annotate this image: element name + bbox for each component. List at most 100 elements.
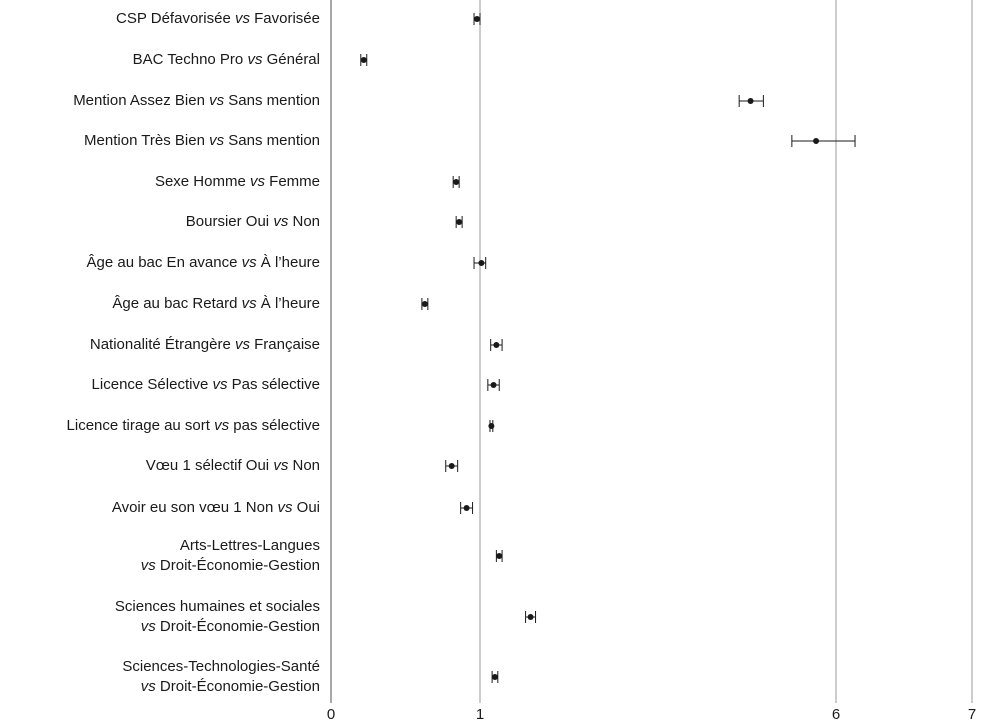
category-label-line: Vœu 1 sélectif Oui vs Non	[146, 456, 320, 476]
ci-row	[460, 502, 474, 514]
category-label-line: Sciences humaines et sociales	[115, 597, 320, 617]
label-part-post: Pas sélective	[227, 376, 320, 393]
ci-row	[445, 460, 459, 472]
ci-row	[455, 216, 463, 228]
category-label: Âge au bac En avance vs À l’heure	[87, 253, 321, 273]
label-part-em: vs	[273, 457, 289, 474]
category-label: Arts-Lettres-Langues vs Droit-Économie-Ge…	[141, 536, 320, 576]
ci-row	[421, 298, 429, 310]
category-label-line: Arts-Lettres-Langues	[141, 536, 320, 556]
category-label: Sciences-Technologies-Santé vs Droit-Écon…	[122, 657, 320, 697]
category-label-line: vs Droit-Économie-Gestion	[115, 617, 320, 637]
estimate-point	[488, 423, 495, 429]
estimate-point	[448, 463, 455, 469]
label-part-post: À l’heure	[256, 295, 320, 312]
category-label: Sciences humaines et sociales vs Droit-Éc…	[115, 597, 320, 637]
category-label-line: Avoir eu son vœu 1 Non vs Oui	[112, 498, 320, 518]
label-part-pre: Boursier Oui	[185, 213, 274, 230]
label-part-em: vs	[209, 132, 225, 149]
label-part-post: Droit-Économie-Gestion	[155, 678, 320, 695]
ci-row	[738, 95, 764, 107]
label-part-post: Droit-Économie-Gestion	[155, 618, 320, 635]
label-part-em: vs	[212, 376, 228, 393]
label-part-em: vs	[249, 173, 265, 190]
estimate-point	[491, 674, 498, 680]
category-label: Licence tirage au sort vs pas sélective	[67, 416, 320, 436]
ci-row	[473, 257, 487, 269]
category-label-line: Licence Sélective vs Pas sélective	[92, 375, 320, 395]
ci-row	[525, 611, 537, 623]
estimate-point	[478, 260, 485, 266]
label-part-em: vs	[140, 557, 156, 574]
label-part-pre: BAC Techno Pro	[132, 51, 248, 68]
label-part-pre: CSP Défavorisée	[116, 10, 235, 27]
label-part-em: vs	[241, 254, 257, 271]
x-tick-label: 1	[476, 706, 484, 722]
estimate-point	[813, 138, 820, 144]
label-part-em: vs	[140, 618, 156, 635]
ci-row	[490, 339, 503, 351]
estimate-point	[474, 16, 481, 22]
estimate-point	[527, 614, 534, 620]
label-part-em: vs	[140, 678, 156, 695]
category-label-line: Âge au bac En avance vs À l’heure	[87, 253, 321, 273]
ci-row	[487, 379, 500, 391]
category-label: Mention Très Bien vs Sans mention	[84, 131, 320, 151]
ci-row	[473, 13, 481, 25]
category-label-line: Sciences-Technologies-Santé	[122, 657, 320, 677]
estimate-point	[496, 553, 503, 559]
label-part-pre: Sciences-Technologies-Santé	[122, 658, 320, 675]
category-label-line: BAC Techno Pro vs Général	[133, 50, 320, 70]
label-part-post: Sans mention	[224, 92, 320, 109]
category-label: Vœu 1 sélectif Oui vs Non	[146, 456, 320, 476]
category-label-line: Boursier Oui vs Non	[186, 212, 320, 232]
category-label: BAC Techno Pro vs Général	[133, 50, 320, 70]
label-part-post: Oui	[292, 499, 320, 516]
label-part-em: vs	[234, 336, 250, 353]
category-label-line: Âge au bac Retard vs À l’heure	[112, 294, 320, 314]
label-part-pre: Licence Sélective	[91, 376, 213, 393]
x-tick-label: 7	[968, 706, 976, 722]
label-part-post: pas sélective	[229, 417, 320, 434]
estimate-point	[453, 179, 460, 185]
label-part-em: vs	[277, 499, 293, 516]
label-part-pre: Âge au bac En avance	[86, 254, 242, 271]
category-label-line: Mention Très Bien vs Sans mention	[84, 131, 320, 151]
label-part-post: À l’heure	[256, 254, 320, 271]
category-label: Avoir eu son vœu 1 Non vs Oui	[112, 498, 320, 518]
label-part-em: vs	[241, 295, 257, 312]
category-label-line: CSP Défavorisée vs Favorisée	[116, 9, 320, 29]
category-label-line: Mention Assez Bien vs Sans mention	[73, 91, 320, 111]
category-label: Sexe Homme vs Femme	[155, 172, 320, 192]
estimate-point	[490, 382, 497, 388]
x-tick-label: 6	[832, 706, 840, 722]
estimate-point	[421, 301, 428, 307]
category-label: Mention Assez Bien vs Sans mention	[73, 91, 320, 111]
category-label-line: vs Droit-Économie-Gestion	[141, 556, 320, 576]
label-part-post: Non	[288, 457, 320, 474]
category-label-line: Licence tirage au sort vs pas sélective	[67, 416, 320, 436]
label-part-pre: Vœu 1 sélectif Oui	[145, 457, 274, 474]
label-part-post: Favorisée	[249, 10, 320, 27]
label-part-post: Femme	[264, 173, 320, 190]
category-label-line: vs Droit-Économie-Gestion	[122, 677, 320, 697]
label-part-post: Française	[249, 336, 320, 353]
label-part-pre: Sexe Homme	[154, 173, 250, 190]
ci-row	[488, 420, 495, 432]
label-part-pre: Licence tirage au sort	[66, 417, 215, 434]
ci-row	[491, 671, 499, 683]
estimate-point	[463, 505, 470, 511]
x-tick-label: 0	[327, 706, 335, 722]
label-part-pre: Mention Très Bien	[84, 132, 210, 149]
label-part-em: vs	[234, 10, 250, 27]
label-part-pre: Nationalité Étrangère	[89, 336, 235, 353]
category-label: Licence Sélective vs Pas sélective	[92, 375, 320, 395]
ci-row	[495, 550, 503, 562]
category-label: Nationalité Étrangère vs Française	[90, 335, 320, 355]
label-part-pre: Avoir eu son vœu 1 Non	[111, 499, 278, 516]
category-label: Âge au bac Retard vs À l’heure	[112, 294, 320, 314]
label-part-post: Non	[288, 213, 320, 230]
ci-row	[791, 135, 856, 147]
